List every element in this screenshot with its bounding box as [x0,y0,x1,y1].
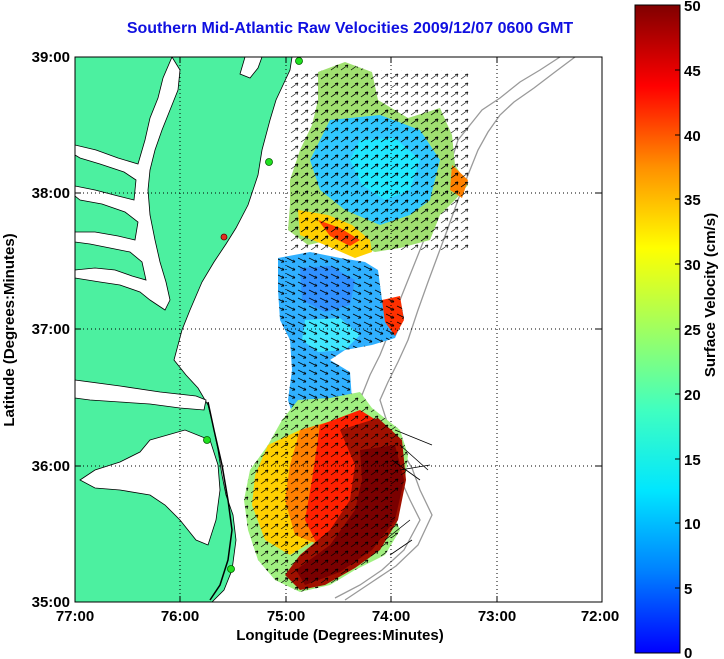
station-marker [295,57,303,65]
colorbar-label: Surface Velocity (cm/s) [702,213,719,377]
colorbar-tick-label: 35 [684,192,701,209]
colorbar-tick-label: 50 [684,0,701,15]
albemarle-sound [75,379,207,411]
colorbar-tick-label: 5 [684,581,692,598]
colorbar-tick-label: 40 [684,128,701,145]
chesapeake-bay [75,57,181,311]
outer-banks [207,401,233,601]
x-tick-label: 74:00 [372,608,410,625]
y-axis-label: Latitude (Degrees:Minutes) [1,233,18,426]
station-marker [203,436,211,444]
delaware-bay [239,57,263,79]
colorbar-tick-label: 45 [684,63,701,80]
colorbar-tick-label: 15 [684,452,701,469]
station-marker [227,565,235,573]
velocity-field-south [244,392,433,592]
station-marker [220,233,228,241]
y-tick-label: 36:00 [32,458,70,475]
colorbar [634,4,681,654]
bathymetry-contour-outer [344,57,576,601]
colorbar-tick-label: 10 [684,516,701,533]
y-tick-label: 39:00 [32,49,70,66]
colorbar-tick-label: 0 [684,645,692,659]
velocity-field-middle [278,252,404,432]
x-tick-label: 76:00 [161,608,199,625]
station-markers [203,57,303,573]
x-tick-label: 75:00 [267,608,305,625]
y-tick-label: 38:00 [32,185,70,202]
map-title: Southern Mid-Atlantic Raw Velocities 200… [126,20,574,37]
velocity-field-north [288,62,470,258]
x-tick-label: 73:00 [478,608,516,625]
y-tick-label: 37:00 [32,321,70,338]
pamlico-sound [79,429,221,546]
colorbar-tick-label: 30 [684,257,701,274]
grid-lines [75,57,602,602]
colorbar-tick-label: 20 [684,387,701,404]
x-tick-label: 77:00 [56,608,94,625]
station-marker [265,158,273,166]
x-tick-label: 72:00 [581,608,619,625]
x-axis-label: Longitude (Degrees:Minutes) [236,627,444,644]
y-tick-label: 35:00 [32,594,70,611]
colorbar-tick-label: 25 [684,322,701,339]
